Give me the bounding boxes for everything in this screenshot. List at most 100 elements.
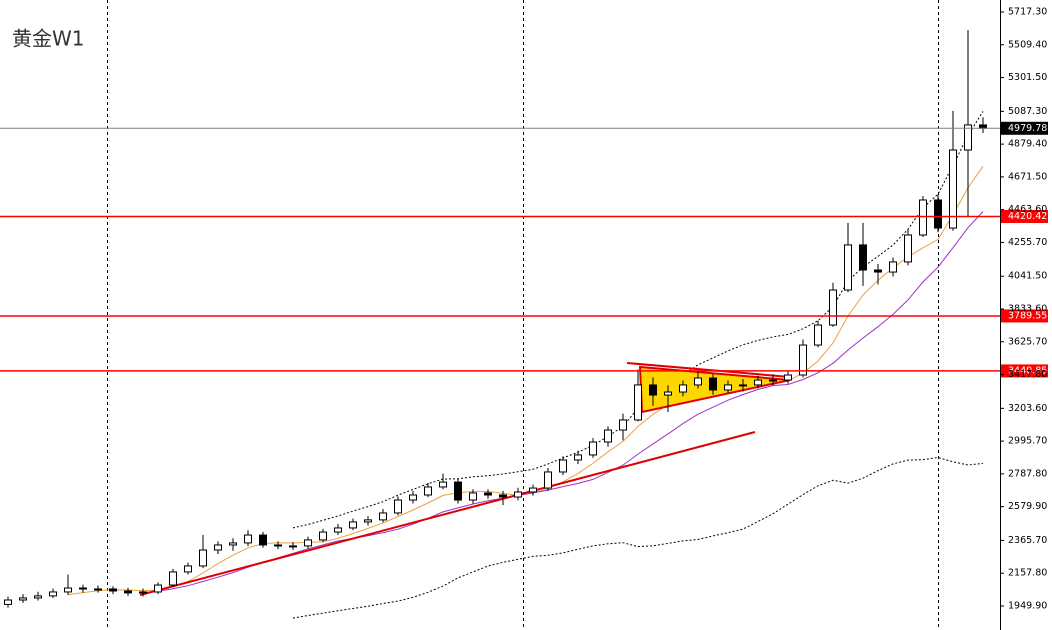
candle-body: [244, 534, 252, 544]
candle-body: [454, 481, 462, 501]
candle-body: [514, 491, 522, 498]
candle-body: [364, 519, 372, 523]
price-label: 3789.55: [1008, 310, 1047, 321]
candle-body: [199, 549, 207, 567]
candle-body: [604, 429, 612, 443]
y-tick-label: 5087.30: [1008, 106, 1047, 117]
y-tick-label: 3625.70: [1008, 336, 1047, 347]
price-label-box: [1001, 209, 1048, 223]
candle-body: [94, 588, 102, 591]
candle-body: [274, 544, 282, 547]
candle-body: [214, 544, 222, 551]
candle-body: [934, 199, 942, 229]
candle-body: [259, 534, 267, 546]
candle-body: [589, 441, 597, 456]
candle-body: [334, 527, 342, 533]
candle-body: [859, 244, 867, 271]
candle-body: [574, 454, 582, 461]
y-tick-label: 4671.50: [1008, 171, 1047, 182]
candle-body: [349, 521, 357, 529]
band-lower: [292, 456, 984, 619]
candle-body: [814, 324, 822, 346]
candle-body: [949, 149, 957, 229]
candle-body: [379, 512, 387, 521]
candle-body: [289, 545, 297, 548]
candle-body: [754, 379, 762, 386]
candle-body: [439, 481, 447, 488]
price-label-box: [1001, 364, 1048, 378]
separators: [107, 0, 939, 630]
candle-body: [559, 459, 567, 473]
candle-body: [649, 384, 657, 396]
y-tick-label: 4463.60: [1008, 204, 1047, 215]
candle-body: [394, 499, 402, 514]
candle-body: [154, 584, 162, 593]
trend-line: [139, 431, 756, 596]
y-tick-label: 4041.50: [1008, 271, 1047, 282]
candle-body: [319, 531, 327, 541]
y-tick-label: 4879.40: [1008, 139, 1047, 150]
candle-body: [139, 591, 147, 594]
y-tick-label: 3833.60: [1008, 304, 1047, 315]
candle-body: [964, 124, 972, 151]
candle-body: [484, 492, 492, 496]
price-label: 4979.78: [1008, 123, 1047, 134]
candle-body: [739, 384, 747, 387]
candle-body: [304, 539, 312, 547]
price-label-box: [1001, 309, 1048, 323]
candle-body: [4, 599, 12, 605]
y-tick-label: 2157.80: [1008, 568, 1047, 579]
candle-body: [724, 384, 732, 391]
candle-body: [229, 542, 237, 546]
candles: [4, 30, 987, 608]
candle-body: [469, 492, 477, 501]
candle-body: [34, 595, 42, 599]
candle-body: [889, 261, 897, 273]
candle-body: [169, 571, 177, 586]
candle-body: [979, 124, 987, 129]
candle-body: [799, 344, 807, 376]
price-label: 3440.85: [1008, 365, 1047, 376]
candle-body: [109, 588, 117, 592]
y-tick-label: 5509.40: [1008, 39, 1047, 50]
y-tick-label: 5717.30: [1008, 6, 1047, 17]
price-label-box: [1001, 121, 1048, 135]
candle-body: [619, 419, 627, 431]
candle-body: [424, 486, 432, 496]
y-tick-label: 1949.90: [1008, 601, 1047, 612]
candle-body: [829, 289, 837, 326]
candle-body: [784, 374, 792, 381]
price-scale: 1949.90 2157.80 2365.70 2579.90 2787.80 2995.…: [1000, 6, 1047, 612]
candle-body: [124, 590, 132, 594]
candle-body: [184, 565, 192, 573]
y-tick-label: 2365.70: [1008, 535, 1047, 546]
candle-body: [79, 587, 87, 590]
candle-body: [664, 391, 672, 396]
candle-body: [694, 377, 702, 386]
candle-body: [19, 597, 27, 601]
y-tick-label: 3203.60: [1008, 403, 1047, 414]
candle-body: [844, 244, 852, 291]
candle-body: [679, 384, 687, 393]
candle-body: [634, 384, 642, 421]
y-tick-label: 3417.80: [1008, 369, 1047, 380]
candle-body: [544, 471, 552, 489]
candle-body: [64, 587, 72, 593]
candle-body: [499, 494, 507, 498]
chart-title: 黄金W1: [12, 27, 85, 51]
y-tick-label: 2579.90: [1008, 501, 1047, 512]
candle-body: [529, 487, 537, 493]
candle-body: [919, 199, 927, 236]
candle-body: [49, 591, 57, 597]
candle-body: [904, 234, 912, 263]
y-tick-label: 4255.70: [1008, 237, 1047, 248]
candle-body: [769, 379, 777, 382]
candle-body: [709, 377, 717, 391]
price-label: 4420.42: [1008, 211, 1047, 222]
y-tick-label: 2995.70: [1008, 436, 1047, 447]
candle-body: [409, 494, 417, 501]
y-tick-label: 2787.80: [1008, 468, 1047, 479]
price-lines: 4979.78 4420.42 3789.55 3440.85: [0, 121, 1048, 378]
